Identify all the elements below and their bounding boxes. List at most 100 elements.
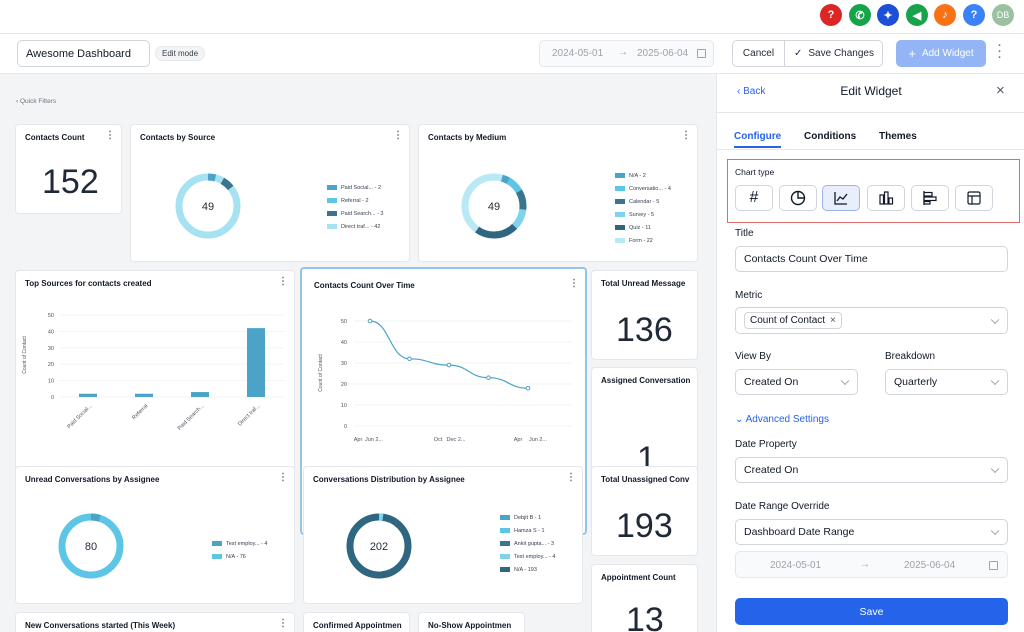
breakdown-select[interactable]: Quarterly [885, 369, 1008, 395]
widget-title: Conversations Distribution by Assignee [313, 475, 465, 484]
check-icon: ✓ [794, 48, 803, 59]
edit-widget-panel: ‹ Back Edit Widget × Configure Condition… [716, 74, 1024, 632]
legend-item: Survey - 5 [615, 208, 671, 221]
widget-title: Contacts by Medium [428, 133, 507, 142]
widget-menu-icon[interactable]: ⋮ [105, 130, 115, 141]
widget-contacts-by-source[interactable]: Contacts by Source ⋮ 49 Paid Social... -… [130, 124, 410, 262]
dashboard-date-range[interactable]: 2024-05-01 → 2025-06-04 [539, 40, 714, 67]
widget-confirmed-appointments[interactable]: Confirmed Appointmen [303, 612, 410, 632]
legend-label: Paid Social... - 2 [341, 184, 382, 191]
chart-type-pie[interactable] [779, 185, 817, 211]
widget-menu-icon[interactable]: ⋮ [393, 130, 403, 141]
remove-chip-icon[interactable]: × [830, 315, 836, 326]
donut-segment [58, 513, 124, 579]
widget-appointment-count[interactable]: Appointment Count 13 [591, 564, 698, 632]
chevron-down-icon [990, 376, 1000, 386]
y-tick-label: 20 [48, 362, 54, 368]
date-arrow: → [618, 47, 628, 58]
widget-menu-icon[interactable]: ⋮ [681, 130, 691, 141]
tab-configure[interactable]: Configure [734, 131, 782, 142]
help-icon[interactable]: ? [820, 4, 842, 26]
phone-icon[interactable]: ✆ [849, 4, 871, 26]
view-by-select[interactable]: Created On [735, 369, 858, 395]
y-tick-label: 30 [48, 346, 54, 352]
widget-noshow-appointments[interactable]: No-Show Appointmen [418, 612, 525, 632]
metric-chip[interactable]: Count of Contact × [744, 312, 842, 329]
chart-type-bar[interactable] [867, 185, 905, 211]
legend-label: Hamza S - 1 [514, 527, 545, 534]
widget-contacts-count[interactable]: Contacts Count ⋮ 152 [15, 124, 122, 214]
widget-menu-icon[interactable]: ⋮ [569, 278, 579, 289]
line-chart-icon [834, 192, 848, 205]
widget-total-unread[interactable]: Total Unread Message 136 [591, 270, 698, 360]
more-options-icon[interactable]: · · · [998, 40, 1002, 64]
save-changes-label: Save Changes [808, 48, 874, 59]
date-start: 2024-05-01 [552, 48, 604, 59]
tab-themes[interactable]: Themes [879, 131, 917, 142]
widget-title: Contacts Count Over Time [314, 281, 415, 290]
legend-item: N/A - 193 [500, 563, 555, 576]
add-widget-button[interactable]: + Add Widget [896, 40, 986, 67]
x-tick-label: Apr [514, 437, 523, 443]
y-tick-label: 10 [341, 403, 347, 409]
add-widget-label: Add Widget [921, 48, 974, 59]
date-property-select[interactable]: Created On [735, 457, 1008, 483]
legend-label: Paid Search... - 3 [341, 210, 384, 217]
save-changes-button[interactable]: ✓ Save Changes [785, 41, 883, 66]
chevron-down-icon [840, 376, 850, 386]
chart-type-section: Chart type [727, 159, 1020, 223]
date-range-select[interactable]: Dashboard Date Range [735, 519, 1008, 545]
ai-sparkle-icon[interactable]: ✦ [877, 4, 899, 26]
metric-label: Metric [735, 290, 763, 301]
title-input[interactable]: Contacts Count Over Time [735, 246, 1008, 272]
widget-contacts-by-medium[interactable]: Contacts by Medium ⋮ 49 N/A - 2 Conversat… [418, 124, 698, 262]
advanced-settings-toggle[interactable]: ⌄ Advanced Settings [735, 414, 829, 425]
widget-conversation-distribution[interactable]: Conversations Distribution by Assignee ⋮… [303, 466, 583, 604]
widget-title: Total Unread Message [601, 279, 686, 288]
legend-label: Referral - 2 [341, 197, 369, 204]
x-tick-label: Oct [434, 437, 443, 443]
widget-menu-icon[interactable]: ⋮ [566, 472, 576, 483]
widget-new-conversations[interactable]: New Conversations started (This Week) ⋮ [15, 612, 295, 632]
legend-label: N/A - 76 [226, 553, 246, 560]
horizontal-bar-icon [923, 191, 937, 205]
active-tab-indicator [734, 146, 781, 148]
quick-filters-toggle[interactable]: ‹ Quick Filters [16, 98, 56, 105]
cancel-button[interactable]: Cancel [733, 41, 785, 66]
calendar-icon [697, 49, 706, 58]
legend-label: Conversatio... - 4 [629, 185, 671, 192]
widget-menu-icon[interactable]: ⋮ [278, 618, 288, 629]
tab-conditions[interactable]: Conditions [804, 131, 857, 142]
edit-mode-badge: Edit mode [155, 46, 206, 61]
chart-type-line[interactable] [822, 185, 860, 211]
range-end: 2025-06-04 [904, 560, 956, 571]
megaphone-icon[interactable]: ◀ [906, 4, 928, 26]
widget-menu-icon[interactable]: ⋮ [278, 472, 288, 483]
back-button[interactable]: ‹ Back [737, 86, 765, 97]
chart-type-table[interactable] [955, 185, 993, 211]
chart-type-horizontal-bar[interactable] [911, 185, 949, 211]
legend-item: Paid Search... - 3 [327, 207, 384, 220]
widget-total-unassigned[interactable]: Total Unassigned Conv 193 [591, 466, 698, 556]
chart-type-number[interactable]: # [735, 185, 773, 211]
widget-title: New Conversations started (This Week) [25, 621, 176, 630]
legend-swatch [327, 198, 337, 203]
back-label: Back [743, 86, 766, 97]
metric-select[interactable]: Count of Contact × [735, 307, 1008, 334]
donut-center-value: 49 [202, 201, 214, 213]
chevron-down-icon [990, 526, 1000, 536]
user-avatar[interactable]: DB [992, 4, 1014, 26]
save-button[interactable]: Save [735, 598, 1008, 625]
donut-chart: 202 [346, 513, 412, 579]
widget-unread-by-assignee[interactable]: Unread Conversations by Assignee ⋮ 80 Te… [15, 466, 295, 604]
dashboard-name-input[interactable]: Awesome Dashboard [17, 40, 150, 67]
close-icon[interactable]: × [996, 82, 1005, 99]
bar [191, 392, 209, 397]
widget-title: No-Show Appointmen [428, 621, 512, 630]
bell-icon[interactable]: ♪ [934, 4, 956, 26]
x-tick-label: Direct traf... [237, 403, 262, 428]
widget-menu-icon[interactable]: ⋮ [278, 276, 288, 287]
quick-filters-label: Quick Filters [19, 98, 57, 105]
question-icon[interactable]: ? [963, 4, 985, 26]
legend-item: Calendar - 5 [615, 195, 671, 208]
